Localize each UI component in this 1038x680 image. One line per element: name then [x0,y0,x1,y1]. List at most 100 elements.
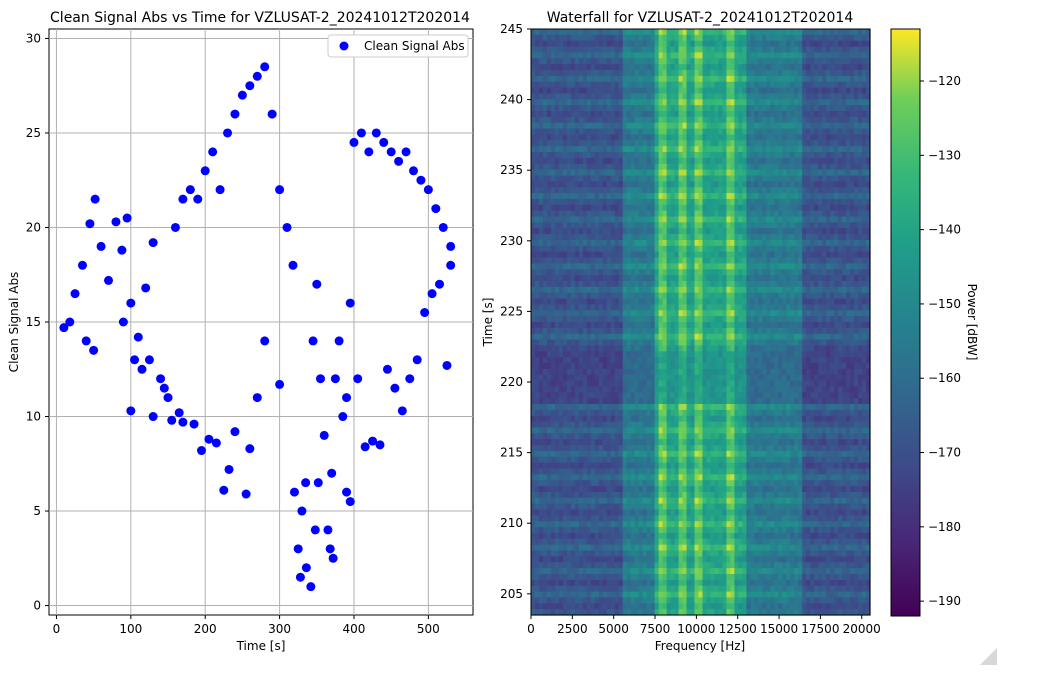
heatmap-cell [658,193,664,200]
heatmap-cell [786,52,791,59]
heatmap-cell [570,345,576,352]
heatmap-cell [818,234,823,241]
heatmap-cell [554,187,560,194]
heatmap-cell [734,193,739,200]
heatmap-cell [822,122,827,130]
heatmap-cell [750,263,755,270]
heatmap-cell [598,81,604,89]
heatmap-cell [578,187,584,194]
heatmap-cell [762,245,767,253]
heatmap-cell [578,157,584,165]
heatmap-cell [778,286,783,294]
heatmap-cell [750,204,755,212]
heatmap-cell [810,198,815,206]
heatmap-cell [594,210,600,218]
heatmap-cell [762,140,767,147]
heatmap-cell [818,245,823,253]
heatmap-cell [726,310,732,317]
heatmap-cell [706,251,712,259]
heatmap-cell [538,357,544,364]
heatmap-cell [606,298,612,306]
heatmap-cell [726,52,732,59]
heatmap-cell [531,245,536,253]
heatmap-cell [782,163,787,171]
heatmap-cell [722,46,728,54]
heatmap-cell [598,64,604,71]
heatmap-cell [554,345,560,352]
heatmap-cell [594,257,600,264]
heatmap-cell [626,239,632,247]
heatmap-cell [531,105,536,112]
heatmap-cell [726,316,732,323]
heatmap-cell [790,257,795,264]
heatmap-cell [866,322,871,329]
heatmap-cell [542,198,548,206]
heatmap-cell [842,128,847,136]
heatmap-cell [690,52,696,59]
heatmap-cell [706,234,712,241]
heatmap-cell [826,99,831,106]
heatmap-cell [570,140,576,147]
heatmap-cell [766,52,771,59]
heatmap-cell [694,298,700,306]
heatmap-cell [554,52,560,59]
heatmap-cell [846,105,851,112]
heatmap-cell [722,140,728,147]
heatmap-cell [670,70,676,77]
heatmap-cell [802,34,807,42]
heatmap-cell [838,187,843,194]
heatmap-cell [634,204,640,212]
heatmap-cell [702,322,708,329]
heatmap-cell [786,193,791,200]
heatmap-cell [546,210,552,218]
heatmap-cell [558,29,564,36]
heatmap-cell [838,175,843,182]
heatmap-cell [822,52,827,59]
heatmap-cell [670,269,676,276]
heatmap-cell [546,81,552,89]
heatmap-cell [594,228,600,235]
heatmap-cell [658,234,664,241]
heatmap-cell [582,175,588,182]
heatmap-cell [810,58,815,65]
heatmap-cell [754,87,759,95]
heatmap-cell [782,152,787,159]
heatmap-cell [750,234,755,241]
heatmap-cell [862,304,867,311]
heatmap-cell [566,169,572,177]
heatmap-cell [714,245,720,253]
heatmap-cell [650,339,656,347]
heatmap-cell [638,269,644,276]
heatmap-cell [822,111,827,118]
heatmap-cell [598,333,604,341]
heatmap-cell [562,29,568,36]
data-point [245,444,255,454]
heatmap-cell [854,298,859,306]
data-point [288,260,298,270]
heatmap-cell [718,157,724,165]
heatmap-cell [630,292,636,300]
heatmap-cell [622,75,628,83]
heatmap-cell [794,64,799,71]
heatmap-cell [746,157,751,165]
heatmap-cell [762,122,767,130]
heatmap-cell [606,322,612,329]
heatmap-cell [794,269,799,276]
heatmap-cell [822,87,827,95]
heatmap-cell [738,228,743,235]
heatmap-cell [674,99,680,106]
heatmap-cell [546,87,552,95]
heatmap-cell [678,333,684,341]
heatmap-cell [586,52,592,59]
heatmap-cell [650,111,656,118]
heatmap-cell [782,193,787,200]
heatmap-cell [738,263,743,270]
heatmap-cell [842,122,847,130]
heatmap-cell [774,64,779,71]
heatmap-cell [566,339,572,347]
heatmap-cell [570,286,576,294]
heatmap-cell [774,234,779,241]
heatmap-cell [610,181,616,188]
heatmap-cell [598,357,604,364]
heatmap-cell [762,275,767,282]
